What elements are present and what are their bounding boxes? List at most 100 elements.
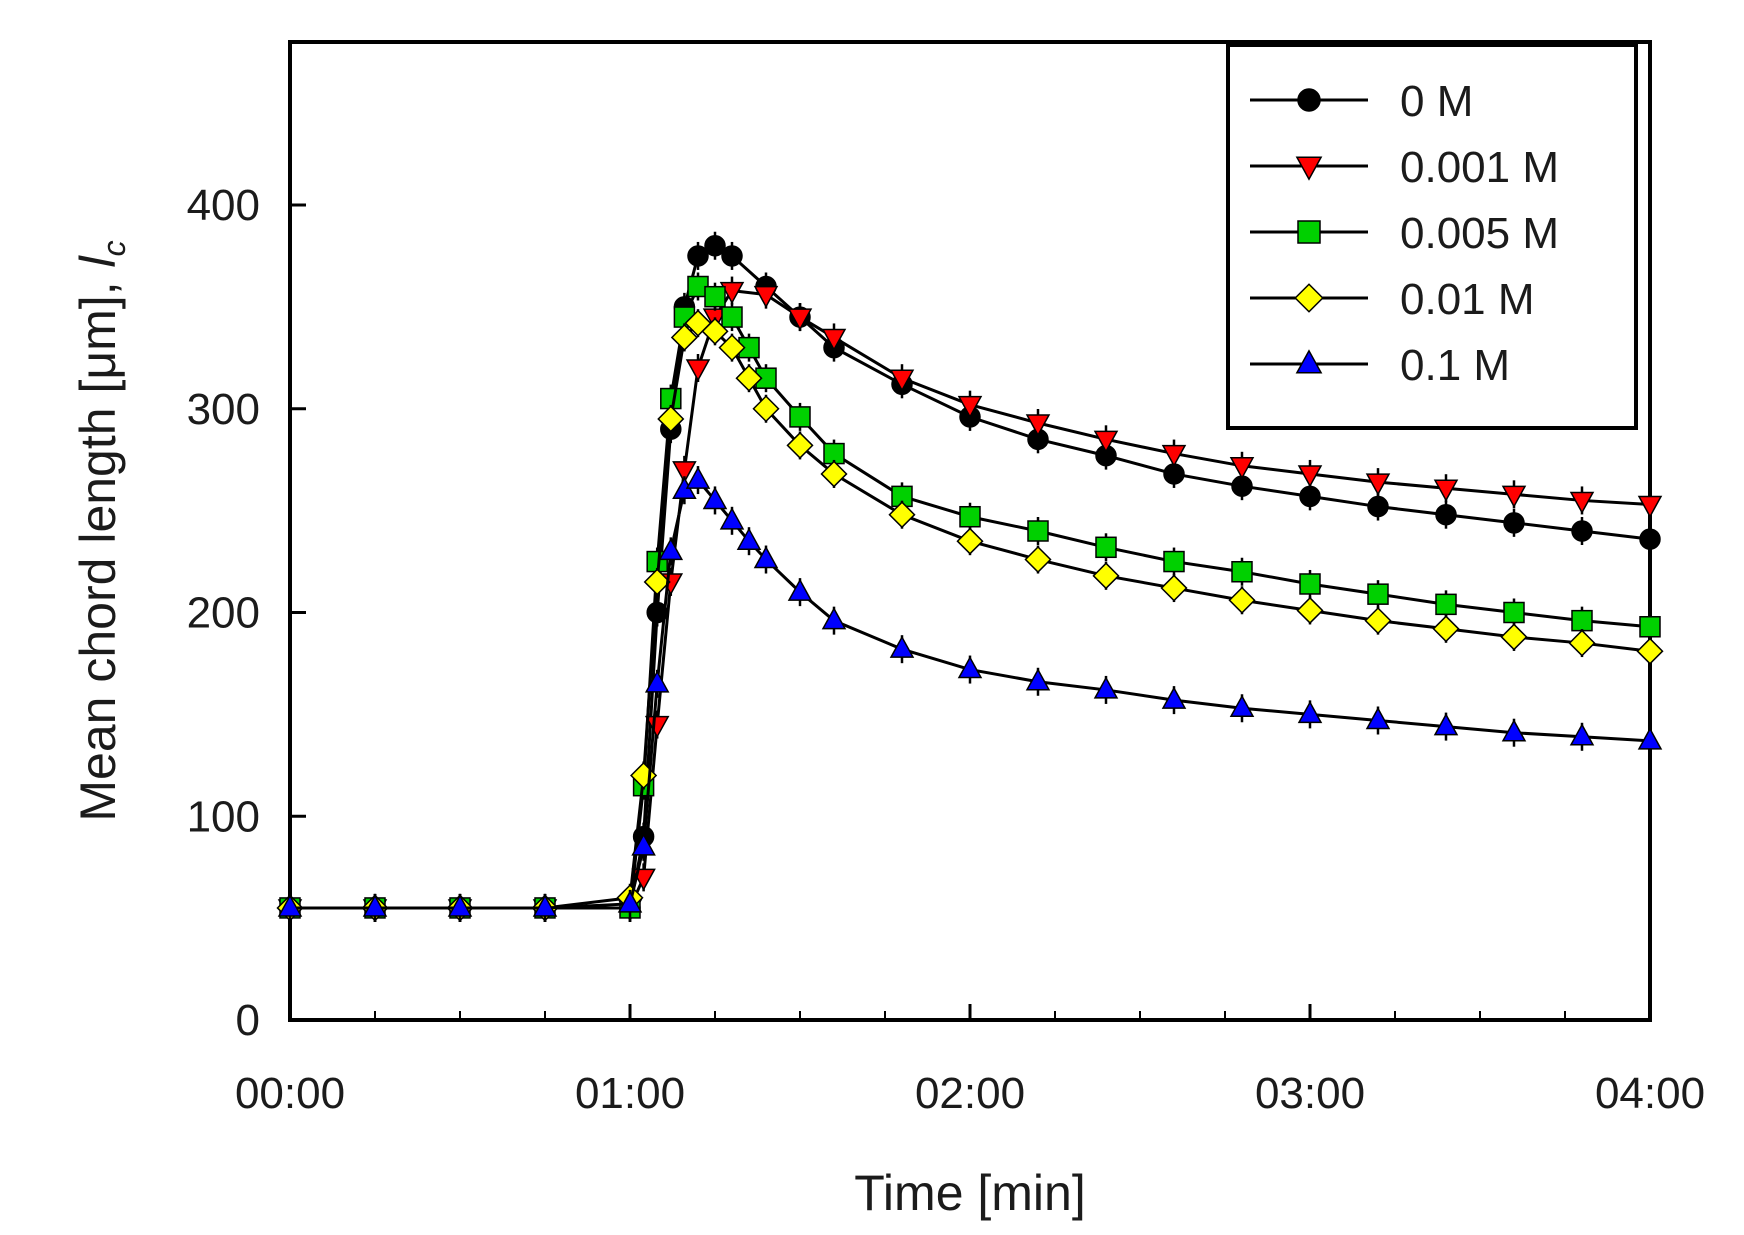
series-4-point-4	[617, 890, 643, 913]
series-4-point-14	[787, 578, 813, 601]
series-3-point-23	[1364, 607, 1392, 635]
series-0-point-9	[687, 245, 709, 267]
y-tick-label-3: 300	[187, 385, 260, 434]
series-4-point-18	[1025, 668, 1051, 691]
y-axis-title: Mean chord length [μm], lc	[70, 240, 132, 821]
series-0-point-11	[721, 245, 743, 267]
series-0-point-23	[1435, 503, 1457, 526]
series-3-point-22	[1296, 596, 1324, 625]
series-1-point-19	[1161, 444, 1187, 468]
series-3-line	[290, 321, 1651, 910]
x-tick-label-3: 03:00	[1255, 1069, 1365, 1118]
series-3-point-15	[820, 460, 848, 488]
series-1-point-18	[1093, 430, 1119, 453]
series-1-point-9	[685, 359, 711, 382]
series-3-point-20	[1160, 574, 1188, 602]
series-2-point-22	[1299, 573, 1321, 595]
series-4-point-25	[1501, 719, 1527, 742]
series-1-point-21	[1297, 465, 1323, 488]
legend-label-1: 0.001 M	[1400, 143, 1559, 192]
series-4-line	[290, 478, 1651, 910]
series-3-point-27	[1636, 637, 1664, 665]
x-tick-label-0: 00:00	[235, 1069, 345, 1118]
series-2-point-26	[1571, 609, 1593, 632]
series-4-point-5	[631, 833, 656, 856]
y-axis-title-main: Mean chord length [μm],	[70, 268, 126, 822]
series-2-point-17	[959, 505, 981, 528]
series-3-point-25	[1500, 623, 1528, 651]
x-tick-label-2: 02:00	[915, 1069, 1025, 1118]
series-2-point-10	[704, 285, 726, 308]
series-4-point-0	[277, 894, 303, 917]
series-1-point-16	[957, 395, 983, 419]
series-3-point-12	[735, 364, 763, 392]
series-4-point-2	[447, 894, 473, 917]
legend-label-0: 0 M	[1400, 77, 1473, 126]
x-axis-title: Time [min]	[854, 1165, 1086, 1221]
series-1-point-11	[719, 281, 745, 305]
series-4-point-16	[889, 635, 915, 658]
series-4-point-10	[702, 486, 728, 510]
series-4-point-7	[658, 537, 684, 561]
series-2-point-14	[789, 406, 811, 428]
series-4	[277, 466, 1663, 922]
axes-layer: 0 100 200 300 400 00:00 01:00 02:00 03:00 04:00	[187, 181, 1705, 1118]
series-1-point-20	[1229, 457, 1255, 480]
series-3-point-14	[786, 431, 814, 459]
legend-marker-4	[1295, 349, 1323, 374]
series-0-point-21	[1299, 485, 1321, 508]
series-1-point-25	[1569, 491, 1595, 514]
series-3-point-8	[670, 323, 698, 351]
series-0-point-26	[1639, 528, 1661, 550]
series-1-point-6	[644, 715, 670, 739]
series-2-point-23	[1367, 583, 1389, 605]
legend-marker-1	[1295, 156, 1323, 181]
series-2-point-24	[1435, 593, 1457, 616]
series-4-point-21	[1229, 694, 1255, 718]
series-4-point-22	[1297, 700, 1323, 724]
series-2-point-11	[721, 306, 743, 328]
legend-marker-2	[1297, 220, 1321, 244]
series-0-point-25	[1571, 520, 1593, 542]
series-4-point-12	[736, 527, 762, 550]
x-tick-label-4: 04:00	[1595, 1069, 1705, 1118]
series-2-point-20	[1163, 550, 1185, 573]
series-4-point-24	[1433, 713, 1459, 736]
series-1-point-22	[1365, 473, 1391, 496]
series-3-point-16	[888, 501, 916, 529]
series-1-point-8	[672, 461, 697, 484]
series-1-point-24	[1501, 485, 1527, 508]
series-3-point-21	[1228, 586, 1256, 614]
legend-label-2: 0.005 M	[1400, 209, 1559, 258]
series-1-point-23	[1433, 479, 1459, 502]
legend-label-4: 0.1 M	[1400, 341, 1510, 390]
series-4-point-1	[362, 894, 388, 917]
series-0-point-10	[704, 235, 726, 257]
series-4-point-20	[1161, 686, 1187, 709]
series-2-point-21	[1231, 561, 1253, 583]
y-tick-label-0: 0	[236, 996, 260, 1045]
series-1-point-13	[787, 308, 813, 331]
series-4-point-19	[1093, 676, 1119, 699]
series-2-point-27	[1639, 616, 1661, 638]
series-1-point-17	[1025, 414, 1051, 437]
series-2-point-19	[1095, 536, 1117, 559]
series-4-point-11	[719, 507, 745, 530]
legend-marker-0	[1297, 88, 1321, 112]
series-3-point-19	[1092, 562, 1120, 590]
series-1-point-26	[1637, 495, 1663, 519]
series-3-point-26	[1568, 629, 1596, 657]
series-2-point-25	[1503, 601, 1525, 624]
series-2-point-18	[1027, 520, 1049, 542]
series-layer	[276, 231, 1664, 922]
series-4-point-3	[532, 894, 558, 917]
series-3-point-7	[657, 405, 685, 433]
series-4-point-15	[821, 607, 847, 630]
series-4-point-6	[644, 670, 670, 693]
series-1-point-12	[753, 285, 779, 309]
x-tick-label-1: 01:00	[575, 1069, 685, 1118]
legend-marker-3	[1294, 283, 1324, 313]
series-1-point-14	[821, 328, 847, 351]
series-3	[276, 309, 1664, 922]
